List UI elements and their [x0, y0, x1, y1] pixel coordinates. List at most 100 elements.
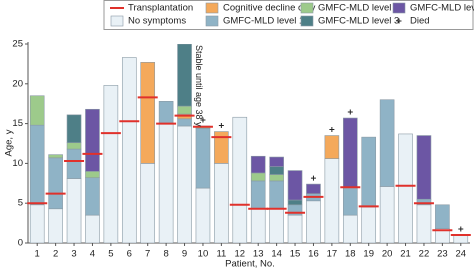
died-marker: [218, 123, 224, 129]
y-tick-label: 5: [18, 198, 23, 209]
legend-swatch: [396, 18, 402, 24]
x-tick-label: 12: [235, 249, 246, 260]
x-tick-label: 10: [198, 249, 209, 260]
legend-label: No symptoms: [128, 16, 186, 27]
legend-label: GMFC-MLD level 2: [318, 3, 399, 14]
x-tick-label: 23: [437, 249, 448, 260]
bar-segment: [250, 155, 266, 174]
bar-segment: [66, 178, 82, 243]
bar-segment: [48, 154, 63, 159]
legend-label: GMFC-MLD level 3: [318, 16, 399, 27]
bar-segment: [287, 199, 303, 206]
x-tick-label: 20: [382, 249, 393, 260]
bar-segment: [306, 183, 321, 194]
bar-segment: [85, 177, 100, 216]
x-tick-label: 24: [456, 249, 467, 260]
legend-swatch: [205, 15, 219, 27]
bar-segment: [342, 214, 358, 243]
legend-swatch: [110, 15, 124, 27]
bar-segment: [214, 163, 229, 243]
bar-segment: [66, 142, 82, 150]
bar-segment: [140, 163, 156, 243]
bar-segment: [269, 166, 284, 175]
bar-segment: [177, 105, 192, 115]
x-tick-label: 3: [71, 249, 76, 260]
x-tick-label: 6: [127, 249, 132, 260]
bar-segment: [250, 180, 266, 210]
bar-segment: [85, 171, 100, 179]
x-tick-label: 19: [363, 249, 374, 260]
bar-segment: [29, 95, 45, 126]
bar-segment: [435, 204, 450, 229]
y-tick-label: 10: [12, 158, 23, 169]
bar-segment: [48, 208, 63, 243]
x-tick-label: 16: [308, 249, 319, 260]
x-tick-label: 17: [327, 249, 338, 260]
bar-segment: [195, 187, 211, 243]
bar-segment: [379, 186, 395, 243]
x-tick-label: 5: [108, 249, 113, 260]
bar-segment: [66, 148, 82, 179]
bar-segment: [287, 170, 303, 201]
bar-segment: [66, 114, 82, 144]
legend-label: Cognitive decline only: [223, 3, 316, 14]
x-tick-label: 1: [35, 249, 40, 260]
died-marker: [458, 226, 464, 232]
bar-segment: [416, 135, 432, 200]
bar-segment: [269, 156, 284, 167]
x-axis-label: Patient, No.: [225, 259, 275, 270]
annotation: Stable until age 38 y: [194, 45, 204, 127]
bar-segment: [29, 124, 45, 206]
bar-segment: [85, 108, 100, 172]
x-tick-label: 2: [53, 249, 58, 260]
y-tick-label: 15: [12, 118, 23, 129]
bar-segment: [269, 174, 284, 182]
legend-swatch: [392, 2, 406, 14]
bar-segment: [453, 234, 469, 243]
x-tick-label: 22: [419, 249, 430, 260]
died-marker: [329, 127, 335, 133]
bar-segment: [324, 158, 340, 243]
bar-segment: [140, 62, 156, 164]
x-tick-label: 13: [253, 249, 264, 260]
bar-segment: [269, 180, 284, 210]
bar-segment: [177, 125, 192, 243]
bar-segment: [269, 208, 284, 243]
legend-label: Transplantation: [128, 3, 193, 14]
x-tick-label: 14: [271, 249, 282, 260]
bar-segment: [306, 200, 321, 243]
bar-segment: [177, 44, 192, 107]
bar-segment: [232, 116, 248, 243]
bar-segment: [121, 57, 137, 243]
bar-segment: [103, 85, 119, 243]
bar-segment: [361, 206, 377, 243]
bar-segment: [195, 128, 211, 189]
bar-segment: [379, 99, 395, 187]
x-tick-label: 11: [216, 249, 226, 260]
bar-segment: [398, 133, 413, 243]
legend-swatch: [205, 2, 219, 14]
legend-label: Died: [410, 16, 430, 27]
x-tick-label: 21: [400, 249, 411, 260]
legend-swatch: [300, 2, 314, 14]
y-tick-label: 25: [12, 39, 23, 50]
x-tick-label: 9: [182, 249, 187, 260]
legend-label: GMFC-MLD level 1: [223, 16, 304, 27]
died-marker: [310, 175, 316, 181]
bar-segment: [85, 214, 100, 243]
bar-segment: [48, 157, 63, 210]
x-tick-label: 15: [290, 249, 301, 260]
bar-segment: [342, 186, 358, 216]
y-tick-label: 0: [18, 238, 23, 249]
x-tick-label: 4: [90, 249, 95, 260]
bar-segment: [361, 136, 377, 208]
bar-segment: [324, 135, 340, 159]
legend-swatch: [300, 15, 314, 27]
legend-box: [103, 0, 474, 30]
died-marker: [200, 117, 206, 123]
bar-segment: [250, 172, 266, 182]
bar-segment: [158, 123, 174, 243]
x-tick-label: 8: [163, 249, 168, 260]
bar-segment: [416, 204, 432, 243]
